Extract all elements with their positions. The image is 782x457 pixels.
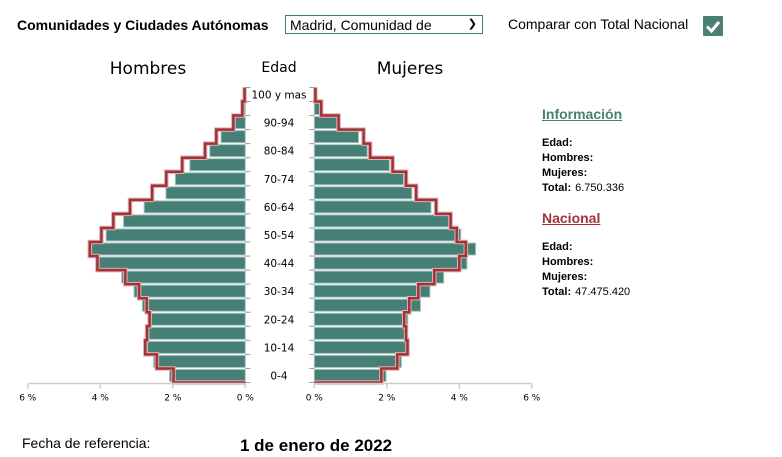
bar-mujeres[interactable] xyxy=(313,326,406,340)
bar-mujeres[interactable] xyxy=(313,116,338,130)
nacional-total-label: Total: xyxy=(542,286,572,298)
nacional-total: Total: 47.475.420 xyxy=(542,285,630,300)
reference-date-label: Fecha de referencia: xyxy=(22,435,151,451)
x-tick-label: 2 % xyxy=(378,394,396,404)
title-edad: Edad xyxy=(261,60,296,76)
bar-mujeres[interactable] xyxy=(313,200,432,214)
bar-hombres[interactable] xyxy=(209,144,246,158)
checkmark-icon xyxy=(705,21,721,34)
bar-mujeres[interactable] xyxy=(313,284,431,298)
age-label: 90-94 xyxy=(264,118,295,130)
age-label: 20-24 xyxy=(264,314,295,326)
bar-mujeres[interactable] xyxy=(313,130,360,144)
nacional-hombres: Hombres: xyxy=(542,256,594,268)
nacional-total-value: 47.475.420 xyxy=(575,286,631,298)
bar-mujeres[interactable] xyxy=(313,158,390,172)
age-label: 100 y mas xyxy=(251,89,306,101)
info-total-value: 6.750.336 xyxy=(575,182,625,194)
bar-hombres[interactable] xyxy=(234,116,246,130)
info-total: Total: 6.750.336 xyxy=(542,181,630,196)
bar-mujeres[interactable] xyxy=(313,214,450,228)
bar-hombres[interactable] xyxy=(149,312,246,326)
age-label: 70-74 xyxy=(264,174,295,186)
bar-hombres[interactable] xyxy=(133,284,246,298)
nacional-edad: Edad: xyxy=(542,241,573,253)
age-label: 40-44 xyxy=(264,258,295,270)
info-mujeres: Mujeres: xyxy=(542,167,588,179)
title-hombres: Hombres xyxy=(110,59,187,79)
info-total-label: Total: xyxy=(542,182,572,194)
x-tick-label: 0 % xyxy=(237,394,255,404)
x-tick-label: 6 % xyxy=(523,394,541,404)
bar-mujeres[interactable] xyxy=(313,368,387,383)
age-label: 80-84 xyxy=(264,146,295,158)
bar-hombres[interactable] xyxy=(174,172,246,186)
bar-hombres[interactable] xyxy=(121,270,246,284)
bar-mujeres[interactable] xyxy=(313,144,368,158)
bar-hombres[interactable] xyxy=(143,200,246,214)
x-tick-label: 2 % xyxy=(164,394,182,404)
x-tick-label: 4 % xyxy=(92,394,110,404)
bar-hombres[interactable] xyxy=(189,158,246,172)
info-title[interactable]: Información xyxy=(542,106,623,122)
bar-mujeres[interactable] xyxy=(313,172,404,186)
bar-hombres[interactable] xyxy=(105,228,246,242)
bar-mujeres[interactable] xyxy=(313,242,477,256)
bar-mujeres[interactable] xyxy=(313,228,462,242)
bar-hombres[interactable] xyxy=(123,214,246,228)
x-tick-label: 0 % xyxy=(306,394,324,404)
compare-checkbox[interactable] xyxy=(703,16,723,36)
nacional-mujeres: Mujeres: xyxy=(542,271,588,283)
age-label: 0-4 xyxy=(270,370,287,382)
bar-hombres[interactable] xyxy=(91,242,246,256)
chevron-down-icon: ❯ xyxy=(467,18,477,30)
bar-mujeres[interactable] xyxy=(313,298,422,312)
age-label: 30-34 xyxy=(264,286,295,298)
age-label: 50-54 xyxy=(264,230,295,242)
age-label: 60-64 xyxy=(264,202,295,214)
bar-mujeres[interactable] xyxy=(313,340,410,354)
bar-mujeres[interactable] xyxy=(313,256,468,270)
bar-mujeres[interactable] xyxy=(313,186,413,200)
bar-hombres[interactable] xyxy=(148,326,246,340)
info-edad: Edad: xyxy=(542,137,573,149)
info-hombres: Hombres: xyxy=(542,152,594,164)
bar-hombres[interactable] xyxy=(165,186,246,200)
bar-mujeres[interactable] xyxy=(313,312,409,326)
x-tick-label: 6 % xyxy=(19,394,37,404)
x-tick-label: 4 % xyxy=(451,394,469,404)
compare-label: Comparar con Total Nacional xyxy=(508,16,689,32)
region-label: Comunidades y Ciudades Autónomas xyxy=(17,17,269,33)
nacional-title[interactable]: Nacional xyxy=(542,210,601,226)
reference-date-value: 1 de enero de 2022 xyxy=(240,436,393,455)
bar-mujeres[interactable] xyxy=(313,270,445,284)
bar-hombres[interactable] xyxy=(153,354,246,368)
region-selected-value: Madrid, Comunidad de xyxy=(290,17,432,33)
national-outline-mujeres xyxy=(314,87,468,384)
bar-mujeres[interactable] xyxy=(313,354,402,368)
title-mujeres: Mujeres xyxy=(377,59,444,79)
bar-hombres[interactable] xyxy=(169,368,246,383)
age-label: 10-14 xyxy=(264,342,295,354)
region-select[interactable]: Madrid, Comunidad de ❯ xyxy=(285,15,483,34)
bar-hombres[interactable] xyxy=(146,340,246,354)
bar-hombres[interactable] xyxy=(98,256,246,270)
info-panel: Información Edad: Hombres: Mujeres: Tota… xyxy=(542,106,630,300)
bar-hombres[interactable] xyxy=(220,130,246,144)
national-outline-hombres xyxy=(88,87,246,384)
bar-hombres[interactable] xyxy=(141,298,246,312)
